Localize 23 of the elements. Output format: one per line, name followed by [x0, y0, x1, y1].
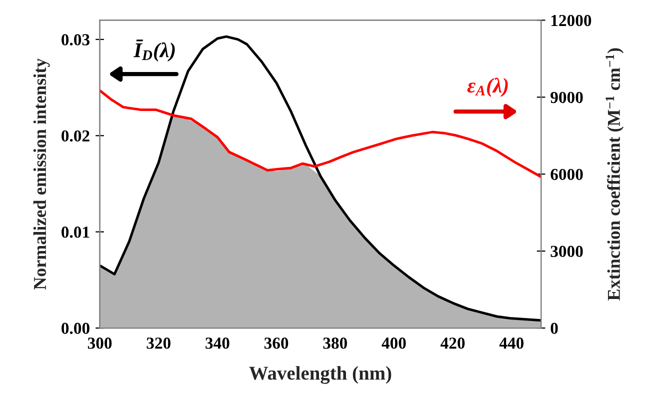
y2-tick-label: 12000 — [551, 14, 592, 26]
y2-tick-label: 9000 — [550, 92, 583, 104]
x-tick-label: 300 — [88, 338, 112, 349]
x-tick-label: 400 — [382, 338, 406, 349]
y2-axis-title: Extinction coefficient (M$^{−1}$ cm$^{−1}$) — [606, 48, 624, 300]
annotation: ε$_{A}$(λ) — [467, 78, 508, 97]
annotation: Ī$_{D}$(λ) — [134, 40, 175, 62]
x-tick-label: 340 — [206, 338, 230, 349]
x-tick-label: 360 — [264, 338, 288, 349]
y-tick-label: 0.01 — [62, 226, 90, 238]
y2-tick-label: 3000 — [550, 246, 583, 258]
x-tick-label: 420 — [440, 338, 465, 349]
y-tick-label: 0.02 — [62, 130, 90, 142]
y-tick-label: 0.00 — [62, 322, 90, 334]
x-tick-label: 380 — [323, 338, 348, 349]
x-tick-label: 440 — [499, 338, 524, 349]
line-series — [100, 35, 542, 322]
y2-tick-label: 6000 — [550, 168, 583, 180]
x-tick-label: 320 — [146, 338, 170, 349]
x-axis-title: Wavelength (nm) — [249, 366, 392, 384]
y-axis-title: Normalized emission intensity — [33, 58, 50, 290]
y-tick-label: 0.03 — [62, 34, 90, 46]
y2-tick-label: 0 — [550, 322, 558, 334]
